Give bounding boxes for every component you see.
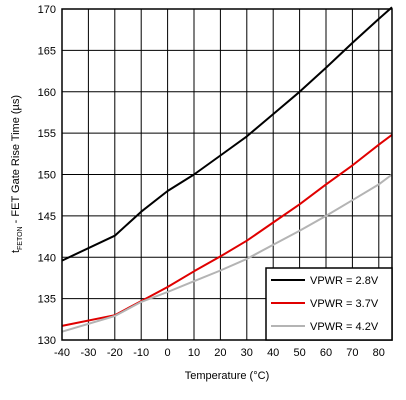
- x-tick-label: 80: [373, 347, 385, 359]
- x-tick-label: -20: [107, 347, 123, 359]
- x-tick-label: 0: [165, 347, 171, 359]
- series-line-1: [61, 6, 393, 262]
- y-tick-label: 145: [38, 211, 56, 223]
- x-tick-label: 20: [214, 347, 226, 359]
- y-tick-label: 155: [38, 128, 56, 140]
- y-axis-label-rest: - FET Gate Rise Time (µs): [10, 95, 22, 226]
- plot-frame: [61, 8, 393, 341]
- y-tick-label: 150: [38, 170, 56, 182]
- x-tick-label: -30: [80, 347, 96, 359]
- y-axis-label-main: t: [10, 250, 22, 253]
- tick-labels: -40 -30 -20 -10 0 10 20 30 40 50 60 70 80 130 135 140 14…: [38, 4, 385, 359]
- series-lines: [61, 6, 393, 333]
- y-tick-label: 170: [38, 4, 56, 16]
- legend-label: VPWR = 3.7V: [310, 298, 379, 310]
- y-tick-label: 140: [38, 252, 56, 264]
- y-tick-label: 165: [38, 45, 56, 57]
- legend-label: VPWR = 2.8V: [310, 275, 379, 287]
- legend: VPWR = 2.8V VPWR = 3.7V VPWR = 4.2V: [265, 267, 393, 341]
- y-axis-label: tFETON - FET Gate Rise Time (µs): [10, 95, 24, 253]
- y-tick-label: 135: [38, 294, 56, 306]
- x-tick-label: -40: [54, 347, 70, 359]
- x-tick-label: 10: [188, 347, 200, 359]
- legend-label: VPWR = 4.2V: [310, 321, 379, 333]
- x-tick-label: 40: [267, 347, 279, 359]
- x-tick-label: 60: [320, 347, 332, 359]
- y-axis-label-subscript: FETON: [17, 226, 24, 250]
- x-tick-label: 30: [241, 347, 253, 359]
- x-tick-label: 50: [293, 347, 305, 359]
- y-tick-label: 130: [38, 335, 56, 347]
- x-axis-label: Temperature (°C): [185, 370, 269, 382]
- y-tick-label: 160: [38, 87, 56, 99]
- x-tick-label: 70: [346, 347, 358, 359]
- series-line-3: [61, 173, 393, 333]
- x-tick-label: -10: [133, 347, 149, 359]
